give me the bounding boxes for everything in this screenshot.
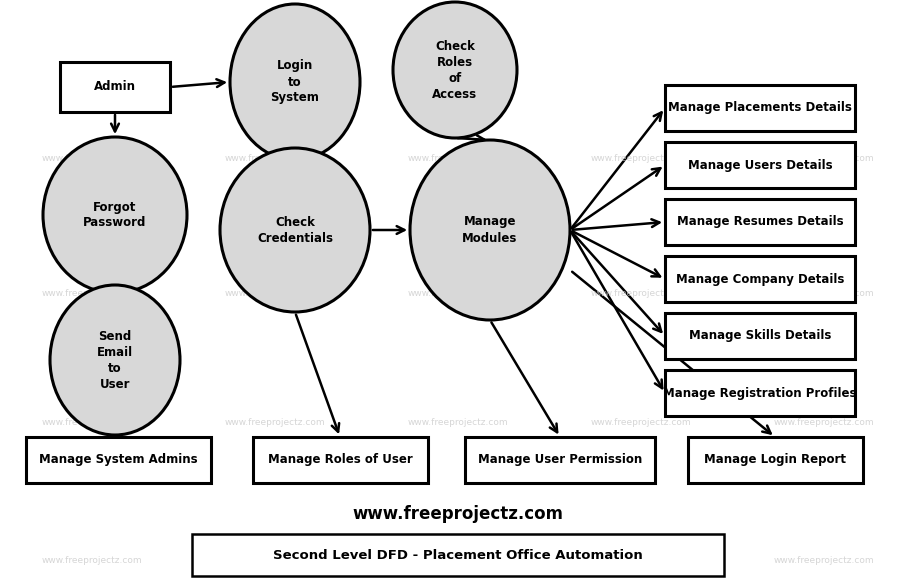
Bar [665, 256, 855, 302]
Ellipse shape [393, 2, 517, 138]
Text: Manage System Admins: Manage System Admins [38, 454, 197, 467]
Bar [192, 534, 724, 576]
Bar [465, 437, 655, 483]
Text: www.freeprojectz.com: www.freeprojectz.com [224, 289, 325, 298]
Text: Manage Resumes Details: Manage Resumes Details [677, 215, 844, 228]
Text: www.freeprojectz.com: www.freeprojectz.com [774, 418, 875, 427]
Ellipse shape [220, 148, 370, 312]
Text: Second Level DFD - Placement Office Automation: Second Level DFD - Placement Office Auto… [273, 549, 643, 562]
Text: Check
Roles
of
Access: Check Roles of Access [432, 39, 477, 100]
Ellipse shape [50, 285, 180, 435]
Text: Manage Registration Profiles: Manage Registration Profiles [663, 386, 856, 400]
Ellipse shape [230, 4, 360, 160]
Bar [60, 62, 170, 112]
Text: Forgot
Password: Forgot Password [83, 201, 147, 230]
Text: www.freeprojectz.com: www.freeprojectz.com [41, 418, 142, 427]
Bar [665, 370, 855, 416]
Text: www.freeprojectz.com: www.freeprojectz.com [591, 289, 692, 298]
Text: Manage
Modules: Manage Modules [463, 215, 518, 245]
Text: Manage Roles of User: Manage Roles of User [267, 454, 412, 467]
Text: www.freeprojectz.com: www.freeprojectz.com [591, 154, 692, 163]
Bar [253, 437, 428, 483]
Text: www.freeprojectz.com: www.freeprojectz.com [591, 556, 692, 565]
Text: www.freeprojectz.com: www.freeprojectz.com [41, 154, 142, 163]
Text: www.freeprojectz.com: www.freeprojectz.com [41, 556, 142, 565]
Text: www.freeprojectz.com: www.freeprojectz.com [774, 154, 875, 163]
Text: Manage Company Details: Manage Company Details [676, 272, 845, 285]
Text: Manage Login Report: Manage Login Report [704, 454, 846, 467]
Bar [665, 313, 855, 359]
Text: Login
to
System: Login to System [270, 59, 320, 104]
Bar [665, 142, 855, 188]
Text: Manage User Permission: Manage User Permission [478, 454, 642, 467]
Text: www.freeprojectz.com: www.freeprojectz.com [41, 289, 142, 298]
Text: www.freeprojectz.com: www.freeprojectz.com [353, 505, 563, 522]
Ellipse shape [43, 137, 187, 293]
Text: www.freeprojectz.com: www.freeprojectz.com [774, 556, 875, 565]
Bar [688, 437, 863, 483]
Bar [665, 199, 855, 245]
Text: Manage Skills Details: Manage Skills Details [689, 329, 831, 342]
Text: www.freeprojectz.com: www.freeprojectz.com [224, 154, 325, 163]
Bar [665, 85, 855, 131]
Text: www.freeprojectz.com: www.freeprojectz.com [224, 556, 325, 565]
Text: Send
Email
to
User: Send Email to User [97, 329, 133, 390]
Text: Manage Placements Details: Manage Placements Details [668, 102, 852, 114]
Bar [26, 437, 211, 483]
Text: www.freeprojectz.com: www.freeprojectz.com [408, 154, 508, 163]
Text: www.freeprojectz.com: www.freeprojectz.com [408, 289, 508, 298]
Text: www.freeprojectz.com: www.freeprojectz.com [408, 556, 508, 565]
Text: Check
Credentials: Check Credentials [257, 215, 333, 245]
Ellipse shape [410, 140, 570, 320]
Text: Admin: Admin [94, 80, 136, 93]
Text: www.freeprojectz.com: www.freeprojectz.com [408, 418, 508, 427]
Text: www.freeprojectz.com: www.freeprojectz.com [224, 418, 325, 427]
Text: www.freeprojectz.com: www.freeprojectz.com [591, 418, 692, 427]
Text: Manage Users Details: Manage Users Details [688, 158, 833, 171]
Text: www.freeprojectz.com: www.freeprojectz.com [774, 289, 875, 298]
